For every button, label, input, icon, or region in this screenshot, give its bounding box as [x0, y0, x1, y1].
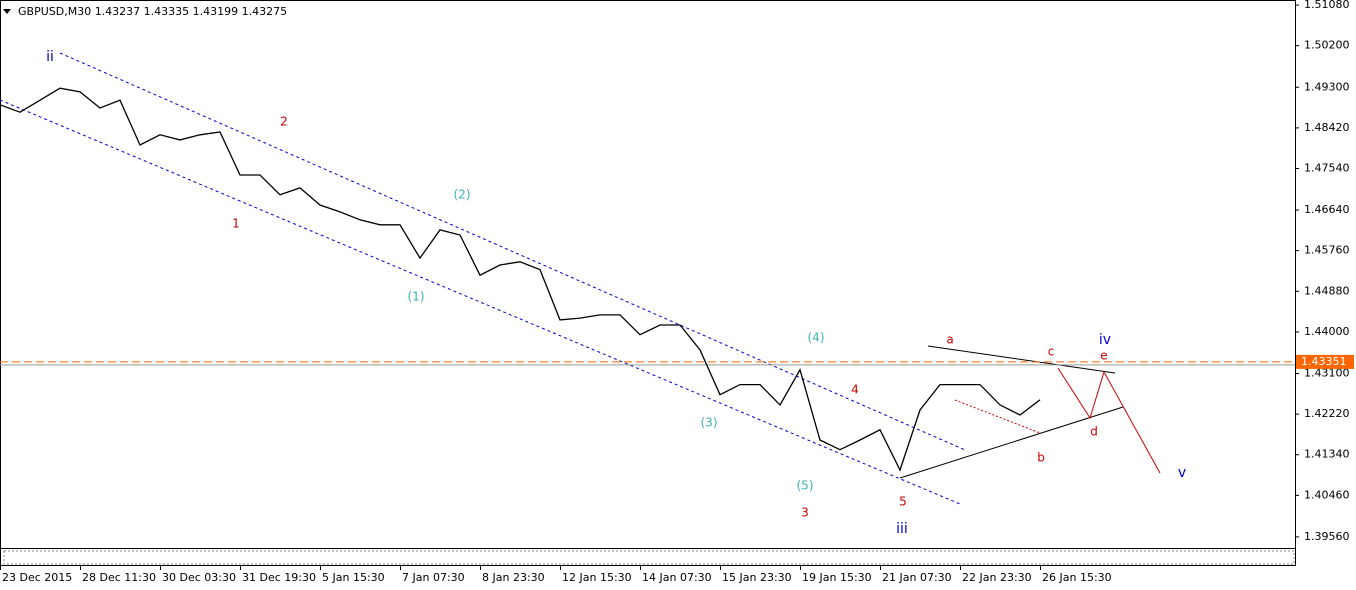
x-tick-label: 7 Jan 07:30	[402, 571, 465, 584]
plot-frame	[0, 0, 1296, 566]
triangle-upper	[927, 345, 1116, 374]
x-tick-label: 28 Dec 11:30	[82, 571, 156, 584]
current-price-label: 1.43351	[1301, 355, 1347, 368]
wave-label: a	[946, 333, 953, 347]
wave-label: 5	[899, 495, 907, 509]
wave-label: (4)	[808, 331, 825, 345]
wave-label: ii	[46, 49, 54, 65]
wave-label: c	[1048, 345, 1055, 359]
chart-title: GBPUSD,M30 1.43237 1.43335 1.43199 1.432…	[18, 5, 287, 18]
indicator-strip	[3, 550, 1295, 565]
wave-label: 1	[232, 217, 240, 231]
wave-label: 2	[280, 115, 288, 129]
y-tick-label: 1.47540	[1304, 162, 1350, 175]
wave-line	[954, 399, 1041, 434]
y-tick-label: 1.49300	[1304, 80, 1350, 93]
x-tick-label: 14 Jan 07:30	[642, 571, 712, 584]
x-tick-label: 22 Jan 23:30	[962, 571, 1032, 584]
current-price-box	[1296, 354, 1354, 369]
channel-upper	[59, 52, 966, 451]
y-tick-label: 1.48420	[1304, 121, 1350, 134]
wave-label: (1)	[408, 290, 425, 304]
wave-label: d	[1090, 425, 1098, 439]
wave-label: (2)	[454, 188, 471, 202]
x-tick-label: 26 Jan 15:30	[1042, 571, 1112, 584]
wave-label: (3)	[701, 416, 718, 430]
wave-label: 3	[801, 506, 809, 520]
wave-label: e	[1100, 349, 1107, 363]
y-tick-label: 1.51080	[1304, 0, 1350, 11]
wave-label: iv	[1099, 332, 1111, 348]
wave-label: b	[1037, 451, 1045, 465]
triangle-lower	[899, 406, 1124, 479]
y-tick-label: 1.39560	[1304, 530, 1350, 543]
y-tick-label: 1.46640	[1304, 203, 1350, 216]
wave-label: 4	[851, 383, 859, 397]
x-tick-label: 21 Jan 07:30	[882, 571, 952, 584]
x-tick-label: 15 Jan 23:30	[722, 571, 792, 584]
wave-label: (5)	[797, 479, 814, 493]
y-tick-label: 1.50200	[1304, 39, 1350, 52]
x-tick-label: 8 Jan 23:30	[482, 571, 545, 584]
x-tick-label: 30 Dec 03:30	[162, 571, 236, 584]
y-tick-label: 1.44000	[1304, 325, 1350, 338]
x-tick-label: 19 Jan 15:30	[802, 571, 872, 584]
menu-arrow	[3, 9, 11, 14]
x-tick-label: 23 Dec 2015	[2, 571, 72, 584]
price-line	[0, 87, 1041, 472]
y-tick-label: 1.43100	[1304, 366, 1350, 379]
x-tick-label: 12 Jan 15:30	[562, 571, 632, 584]
x-tick-label: 31 Dec 19:30	[242, 571, 316, 584]
y-tick-label: 1.42220	[1304, 407, 1350, 420]
projection	[1057, 367, 1161, 474]
x-tick-label: 5 Jan 15:30	[322, 571, 385, 584]
wave-label: v	[1178, 465, 1186, 481]
y-tick-label: 1.41340	[1304, 448, 1350, 461]
y-tick-label: 1.40460	[1304, 488, 1350, 501]
y-tick-label: 1.44880	[1304, 284, 1350, 297]
wave-label: iii	[896, 521, 908, 537]
y-tick-label: 1.45760	[1304, 244, 1350, 257]
